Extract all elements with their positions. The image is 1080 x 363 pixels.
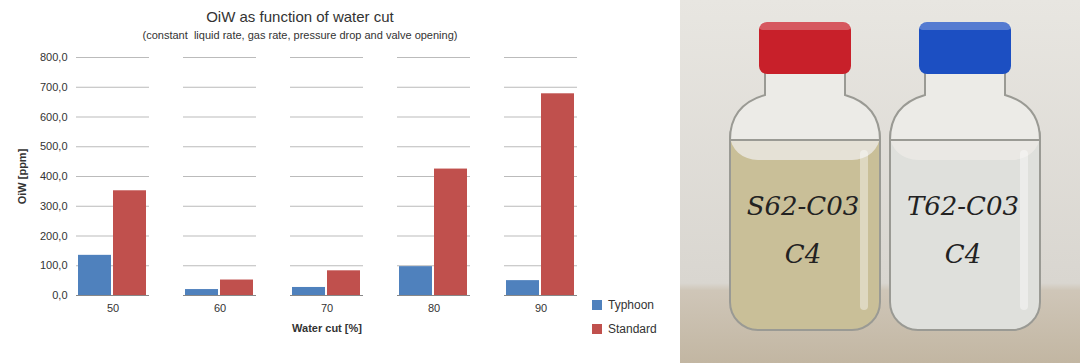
svg-text:600,0: 600,0 <box>40 111 68 123</box>
svg-text:Water cut [%]: Water cut [%] <box>292 322 362 334</box>
svg-text:50: 50 <box>107 302 119 314</box>
svg-text:80: 80 <box>428 302 440 314</box>
svg-text:S62-C03: S62-C03 <box>747 191 860 221</box>
svg-text:C4: C4 <box>945 239 981 269</box>
svg-text:60: 60 <box>214 302 226 314</box>
svg-text:300,0: 300,0 <box>40 200 68 212</box>
svg-text:90: 90 <box>535 302 547 314</box>
html-text:(constant liquid rate, gas rat: (constant liquid rate, gas rate, pressur… <box>142 29 458 41</box>
svg-text:C4: C4 <box>785 239 821 269</box>
svg-text:70: 70 <box>321 302 333 314</box>
svg-text:500,0: 500,0 <box>40 140 68 152</box>
svg-text:400,0: 400,0 <box>40 170 68 182</box>
svg-text:OiW [ppm]: OiW [ppm] <box>16 148 28 204</box>
svg-text:100,0: 100,0 <box>40 259 68 271</box>
html-text:Typhoon: Typhoon <box>608 298 654 312</box>
svg-text:200,0: 200,0 <box>40 230 68 242</box>
svg-text:800,0: 800,0 <box>40 51 68 63</box>
svg-text:T62-C03: T62-C03 <box>907 191 1019 221</box>
html-text:OiW as function of water cut: OiW as function of water cut <box>206 8 394 25</box>
svg-text:0,0: 0,0 <box>52 289 67 301</box>
svg-text:700,0: 700,0 <box>40 81 68 93</box>
html-text:Standard: Standard <box>608 322 657 336</box>
